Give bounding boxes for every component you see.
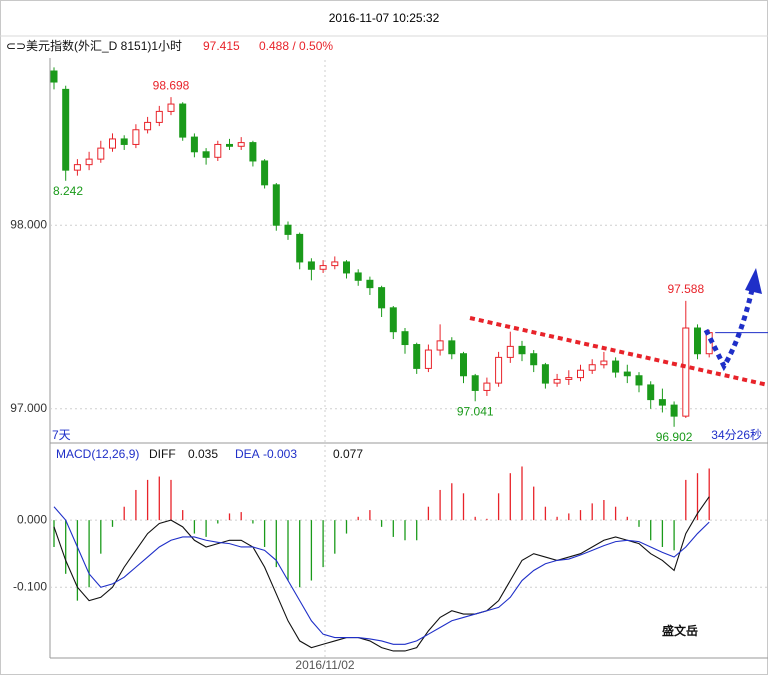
candle-body <box>600 360 608 366</box>
candle-body <box>226 143 233 147</box>
candle-body <box>541 364 549 384</box>
dea-value: -0.003 <box>263 447 297 461</box>
candle-body <box>366 279 374 289</box>
candle-body <box>62 88 70 171</box>
y-tick-label: 0.000 <box>17 512 47 526</box>
candle-body <box>483 382 491 391</box>
price-annotation: 97.041 <box>457 404 494 418</box>
candle-body <box>50 70 58 83</box>
macd-value: 0.077 <box>333 447 363 461</box>
candle-body <box>179 103 187 138</box>
candle-body <box>565 377 573 380</box>
watermark: 盛文岳 <box>662 623 698 638</box>
candle-body <box>448 340 456 355</box>
timestamp: 2016-11-07 10:25:32 <box>329 11 440 25</box>
candle-body <box>85 158 93 166</box>
dea-name: DEA <box>235 447 260 461</box>
candle-body <box>284 224 292 235</box>
candle-body <box>296 233 304 263</box>
link-icon: ⊂⊃ <box>6 39 26 53</box>
countdown: 34分26秒 <box>711 428 762 442</box>
trend-line <box>469 316 768 387</box>
candle-body <box>460 353 467 377</box>
y-tick-label: -0.100 <box>13 579 47 593</box>
candle-body <box>635 375 643 386</box>
diff-value: 0.035 <box>188 447 218 461</box>
candle-body <box>97 147 105 160</box>
candle-body <box>413 344 421 369</box>
candle-body <box>553 378 561 384</box>
price-annotation: 96.902 <box>656 430 693 444</box>
candle-body <box>307 261 315 270</box>
candle-body <box>331 261 339 267</box>
candle-body <box>658 399 666 406</box>
candle-body <box>612 360 620 373</box>
candle-body <box>190 136 198 153</box>
candle-body <box>530 353 538 366</box>
candle-body <box>694 327 701 355</box>
candle-body <box>319 265 327 270</box>
price-annotation: 8.242 <box>53 184 83 198</box>
candle-body <box>424 349 432 369</box>
candle-body <box>343 261 350 274</box>
macd-line <box>53 496 710 652</box>
candle-body <box>670 404 678 417</box>
candle-body <box>120 138 128 145</box>
candle-body <box>378 287 386 309</box>
candle-body <box>518 345 526 355</box>
candle-body <box>261 160 269 186</box>
candle-body <box>73 164 81 171</box>
y-tick-label: 98.000 <box>10 217 47 231</box>
arrow-head <box>745 268 762 294</box>
candle-body <box>109 138 116 149</box>
candle-body <box>647 384 655 401</box>
candle-body <box>144 121 152 131</box>
candle-body <box>623 371 631 377</box>
candle-body <box>249 142 257 162</box>
macd-line <box>53 506 710 645</box>
candle-body <box>495 356 503 384</box>
forecast-arrow <box>703 289 755 372</box>
candle-body <box>471 375 479 391</box>
candle-body <box>401 331 409 346</box>
last-price: 97.415 <box>203 39 240 53</box>
candle-body <box>682 327 690 417</box>
price-annotation: 97.588 <box>667 282 704 296</box>
plot: 98.000 97.000 98.698 8.242 97.041 96.902 97.58… <box>10 67 768 652</box>
candle-body <box>389 307 397 333</box>
diff-name: DIFF <box>149 447 176 461</box>
candle-body <box>202 151 210 158</box>
date-label: 2016/11/02 <box>295 658 354 672</box>
candle-body <box>506 345 514 358</box>
candle-body <box>577 369 584 379</box>
candle-body <box>132 129 140 145</box>
candle-body <box>354 272 362 281</box>
candle-body <box>237 142 245 147</box>
candle-body <box>155 110 163 123</box>
instrument-name: 美元指数(外汇_D 8151)1小时 <box>26 38 182 53</box>
candle-body <box>588 364 596 371</box>
candle-body <box>167 103 175 112</box>
macd-label: MACD(12,26,9) <box>56 447 139 461</box>
candle-body <box>214 143 222 158</box>
candle-body <box>436 340 444 351</box>
period-label: 7天 <box>52 428 71 442</box>
y-tick-label: 97.000 <box>10 401 47 415</box>
price-change: 0.488 / 0.50% <box>259 39 333 53</box>
candle-body <box>272 184 280 226</box>
price-annotation: 98.698 <box>153 78 190 92</box>
